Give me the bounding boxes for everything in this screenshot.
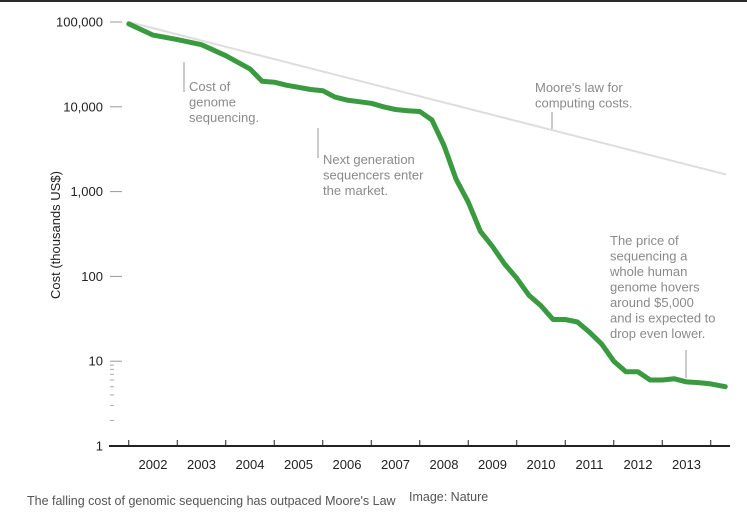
annotation-nextgen-line: sequencers enter (323, 168, 424, 183)
annotation-moore: Moore's law for computing costs. (535, 80, 633, 111)
annotation-cost: Cost of genome sequencing. (189, 79, 259, 125)
x-tick-label: 2007 (381, 457, 410, 472)
annotation-nextgen-line: the market. (323, 183, 388, 198)
annotation-price-line: The price of (610, 233, 679, 248)
y-tick-label: 100,000 (56, 15, 103, 30)
annotation-price-line: around $5,000 (610, 295, 694, 310)
y-tick-label: 10 (89, 354, 103, 369)
annotation-cost-line: Cost of (189, 79, 231, 94)
x-tick-label: 2002 (139, 457, 168, 472)
y-tick-label: 1 (96, 439, 103, 454)
annotation-moore-line: Moore's law for (535, 80, 623, 95)
x-tick-label: 2008 (430, 457, 459, 472)
annotation-cost-line: genome (189, 95, 236, 110)
x-tick-label: 2012 (624, 457, 653, 472)
sequencing-cost-line (126, 21, 728, 390)
x-tick-label: 2003 (187, 457, 216, 472)
y-tick-label: 100 (81, 269, 103, 284)
y-tick-label: 1,000 (70, 184, 103, 199)
moores-law-line (127, 21, 727, 176)
x-tick-label: 2004 (236, 457, 265, 472)
annotation-price-line: whole human (609, 264, 687, 279)
image-credit: Image: Nature (409, 490, 489, 504)
annotation-nextgen-line: Next generation (323, 152, 415, 167)
annotation-price-line: sequencing a (610, 249, 688, 264)
annotation-moore-line: computing costs. (535, 96, 633, 111)
y-tick-label: 10,000 (63, 99, 103, 114)
series-layer (126, 21, 728, 390)
top-rule (0, 0, 747, 2)
annotation-price-line: genome hovers (610, 280, 700, 295)
annotation-price: The price of sequencing a whole human genom… (609, 233, 716, 341)
x-tick-label: 2006 (333, 457, 362, 472)
annotation-cost-line: sequencing. (189, 110, 259, 125)
figure-caption: The falling cost of genomic sequencing h… (27, 494, 396, 508)
cost-chart: 1 10 100 1,000 10,000 100,000 2002 2003 2004 2005… (48, 15, 730, 472)
annotation-nextgen: Next generation sequencers enter the marke… (323, 152, 424, 198)
annotation-price-line: drop even lower. (610, 326, 705, 341)
x-tick-label: 2011 (576, 457, 604, 472)
x-tick-label: 2013 (672, 457, 701, 472)
annotations: Cost of genome sequencing.Next generation s… (183, 62, 716, 378)
annotation-price-line: and is expected to (610, 311, 716, 326)
axes: 1 10 100 1,000 10,000 100,000 2002 2003 2004 2005… (56, 15, 730, 472)
y-axis-label: Cost (thousands US$) (48, 171, 63, 299)
x-tick-label: 2005 (284, 457, 313, 472)
x-tick-label: 2009 (478, 457, 507, 472)
x-tick-label: 2010 (527, 457, 556, 472)
